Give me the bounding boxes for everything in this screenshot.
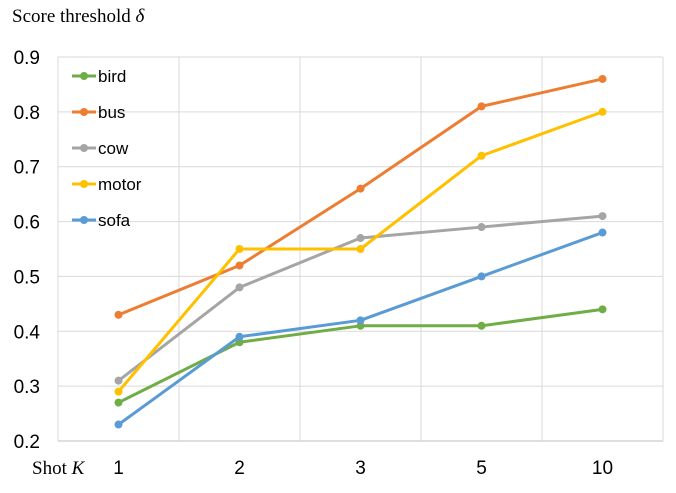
data-point bbox=[235, 261, 244, 270]
data-point bbox=[114, 420, 123, 429]
legend-item-cow: cow bbox=[72, 139, 129, 158]
y-tick-label: 0.5 bbox=[14, 267, 40, 288]
x-axis-label-text: Shot bbox=[32, 458, 72, 479]
legend-item-sofa: sofa bbox=[72, 211, 131, 230]
legend-label: sofa bbox=[98, 211, 131, 230]
data-point bbox=[114, 310, 123, 319]
data-point bbox=[477, 272, 486, 281]
y-tick-label: 0.4 bbox=[14, 322, 41, 343]
legend-swatch-marker bbox=[80, 72, 88, 80]
x-axis-ticks: 1 2 3 5 10 bbox=[113, 458, 613, 479]
x-tick-label: 5 bbox=[476, 458, 487, 479]
legend-label: bird bbox=[98, 67, 126, 86]
data-point bbox=[598, 305, 607, 314]
data-point bbox=[356, 316, 365, 325]
y-tick-label: 0.2 bbox=[14, 432, 40, 453]
series-sofa bbox=[114, 228, 607, 429]
legend-label: cow bbox=[98, 139, 129, 158]
series-line bbox=[117, 77, 604, 317]
y-tick-label: 0.7 bbox=[14, 158, 40, 179]
data-point bbox=[114, 387, 123, 396]
x-tick-label: 2 bbox=[234, 458, 245, 479]
data-point bbox=[235, 332, 244, 341]
data-point bbox=[235, 338, 244, 347]
y-tick-label: 0.8 bbox=[14, 103, 40, 124]
x-axis-label: Shot K bbox=[32, 458, 86, 479]
legend-item-bus: bus bbox=[72, 103, 125, 122]
x-tick-label: 1 bbox=[113, 458, 124, 479]
data-point bbox=[598, 107, 607, 116]
x-tick-label: 10 bbox=[592, 458, 613, 479]
series-cow bbox=[114, 212, 607, 385]
legend-item-bird: bird bbox=[72, 67, 126, 86]
data-point bbox=[598, 74, 607, 83]
legend-label: motor bbox=[98, 175, 142, 194]
data-point bbox=[235, 283, 244, 292]
data-point bbox=[114, 376, 123, 385]
data-point bbox=[477, 102, 486, 111]
data-point bbox=[356, 184, 365, 193]
data-point bbox=[235, 245, 244, 253]
x-tick-label: 3 bbox=[355, 458, 366, 479]
y-axis-ticks: 0.2 0.3 0.4 0.5 0.6 0.7 0.8 0.9 bbox=[14, 48, 41, 453]
legend: bird bus cow motor sofa bbox=[72, 67, 142, 230]
legend-swatch-marker bbox=[80, 144, 88, 152]
legend-swatch-marker bbox=[80, 216, 88, 224]
legend-label: bus bbox=[98, 103, 125, 122]
data-point bbox=[114, 398, 123, 407]
data-point bbox=[356, 234, 365, 243]
data-point bbox=[356, 321, 365, 330]
legend-swatch-marker bbox=[80, 180, 88, 188]
y-axis-label: Score threshold δ bbox=[12, 6, 145, 27]
y-axis-label-text: Score threshold bbox=[12, 6, 135, 27]
data-point bbox=[477, 223, 486, 232]
series-bird bbox=[114, 305, 607, 407]
data-point bbox=[356, 245, 365, 253]
x-axis-label-symbol: K bbox=[71, 458, 86, 479]
data-point bbox=[477, 321, 486, 330]
data-point bbox=[598, 228, 607, 237]
data-point bbox=[477, 151, 486, 160]
data-point bbox=[598, 212, 607, 221]
grid bbox=[57, 56, 664, 442]
series-motor bbox=[114, 107, 607, 396]
legend-item-motor: motor bbox=[72, 175, 142, 194]
legend-swatch-marker bbox=[80, 108, 88, 116]
series-bus bbox=[114, 74, 607, 319]
y-axis-label-symbol: δ bbox=[135, 6, 145, 27]
y-tick-label: 0.6 bbox=[14, 213, 40, 234]
series-group bbox=[114, 74, 607, 429]
y-tick-label: 0.3 bbox=[14, 377, 40, 398]
y-tick-label: 0.9 bbox=[14, 48, 40, 69]
